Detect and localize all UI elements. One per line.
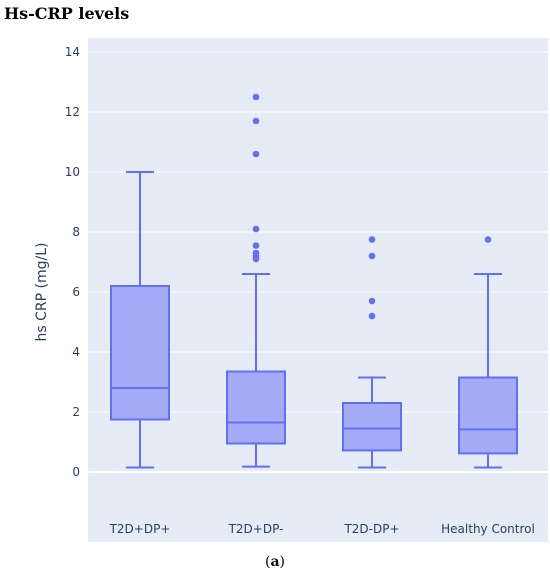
outlier-point — [368, 297, 376, 305]
y-tick-labels: 0 2 4 6 8 10 12 14 — [65, 45, 80, 479]
y-tick-label: 4 — [72, 345, 80, 359]
iqr-box — [458, 376, 518, 455]
outlier-point — [368, 252, 376, 260]
y-tick-label: 6 — [72, 285, 80, 299]
caption-open: ( — [264, 554, 271, 570]
outlier-point — [252, 225, 260, 233]
x-category-label: Healthy Control — [441, 522, 535, 536]
iqr-box — [110, 285, 170, 421]
x-category-label: T2D-DP+ — [343, 522, 399, 536]
x-category-label: T2D+DP+ — [109, 522, 171, 536]
box-group — [226, 93, 286, 468]
iqr-box — [342, 402, 402, 452]
outlier-point — [252, 93, 260, 101]
box-group — [342, 236, 402, 469]
figure-caption: (a) — [0, 554, 550, 570]
box-group — [110, 171, 170, 469]
box-group — [458, 236, 518, 469]
outlier-point — [252, 150, 260, 158]
y-tick-label: 12 — [65, 105, 80, 119]
iqr-box — [226, 370, 286, 445]
outlier-point — [368, 236, 376, 243]
caption-letter: a — [270, 554, 280, 570]
x-category-label: T2D+DP- — [228, 522, 284, 536]
outlier-point — [252, 242, 260, 249]
y-tick-label: 8 — [72, 225, 80, 239]
y-tick-label: 0 — [72, 465, 80, 479]
outlier-point — [484, 236, 492, 243]
box-series — [110, 93, 518, 469]
y-tick-label: 2 — [72, 405, 80, 419]
x-category-labels: T2D+DP+ T2D+DP- T2D-DP+ Healthy Control — [109, 522, 535, 536]
caption-close: ) — [279, 554, 285, 570]
outlier-point — [252, 117, 260, 125]
figure-title: Hs-CRP levels — [4, 4, 130, 23]
grid-lines — [88, 51, 548, 473]
y-axis-title: hs CRP (mg/L) — [34, 243, 50, 342]
y-tick-label: 14 — [65, 45, 80, 59]
outlier-point — [368, 312, 376, 320]
outlier-point — [252, 249, 260, 257]
y-tick-label: 10 — [65, 165, 80, 179]
box-plot-chart: 0 2 4 6 8 10 12 14 T2D+DP+ T2D+DP- T2D-DP+ Healthy… — [34, 38, 548, 542]
